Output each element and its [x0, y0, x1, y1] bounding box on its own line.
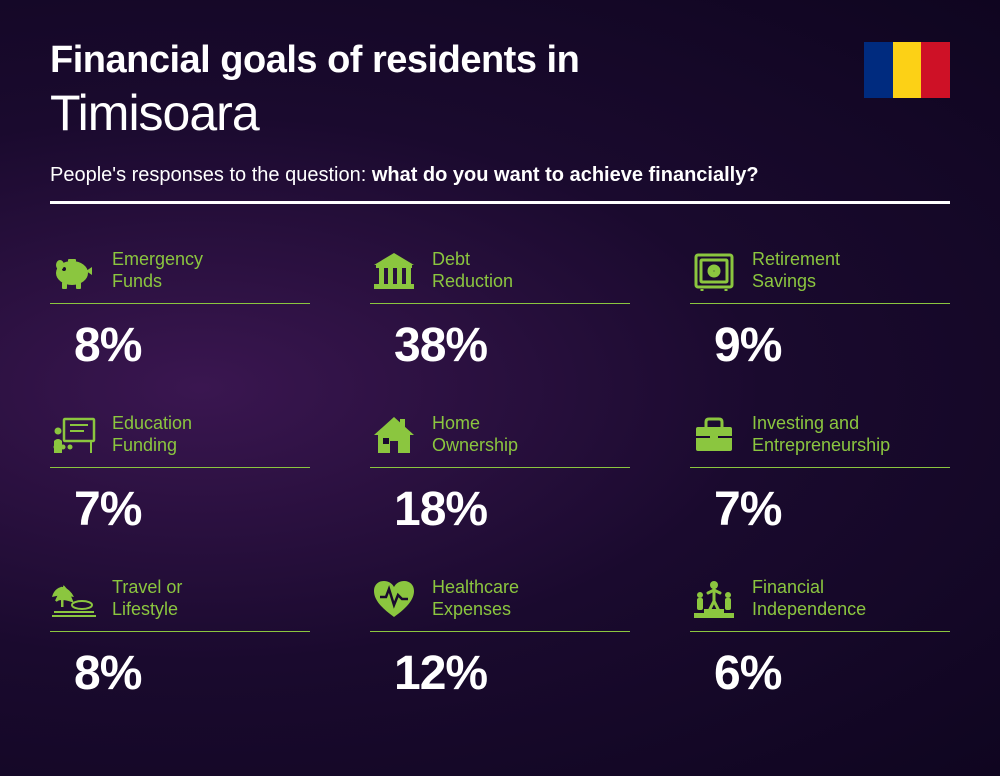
goal-label: HomeOwnership — [432, 413, 518, 456]
goal-percentage: 18% — [394, 482, 630, 537]
goal-label-line1: Investing and — [752, 413, 890, 435]
goal-underline — [690, 467, 950, 468]
title-line-1: Financial goals of residents in — [50, 40, 950, 82]
goal-label-line2: Reduction — [432, 271, 513, 293]
goal-item-header: Investing andEntrepreneurship — [690, 413, 950, 467]
goal-label-line2: Entrepreneurship — [752, 435, 890, 457]
goal-item: FinancialIndependence 6% — [690, 577, 950, 701]
goal-underline — [370, 303, 630, 304]
goal-item: EmergencyFunds 8% — [50, 249, 310, 373]
house-icon — [370, 413, 418, 457]
goal-item: HomeOwnership 18% — [370, 413, 630, 537]
goal-label-line1: Emergency — [112, 249, 203, 271]
healthcare-icon — [370, 577, 418, 621]
goal-percentage: 6% — [714, 646, 950, 701]
goal-percentage: 8% — [74, 646, 310, 701]
goal-underline — [50, 467, 310, 468]
goal-label: DebtReduction — [432, 249, 513, 292]
romania-flag — [864, 42, 950, 98]
goal-percentage: 12% — [394, 646, 630, 701]
travel-icon — [50, 577, 98, 621]
goal-percentage: 8% — [74, 318, 310, 373]
goal-item-header: DebtReduction — [370, 249, 630, 303]
subtitle: People's responses to the question: what… — [50, 164, 950, 187]
goal-label-line2: Ownership — [432, 435, 518, 457]
subtitle-prefix: People's responses to the question: — [50, 164, 372, 186]
goal-underline — [370, 467, 630, 468]
flag-stripe-blue — [864, 42, 893, 98]
goal-item-header: FinancialIndependence — [690, 577, 950, 631]
goal-label: HealthcareExpenses — [432, 577, 519, 620]
goal-label-line1: Retirement — [752, 249, 840, 271]
goal-label: Travel orLifestyle — [112, 577, 182, 620]
goal-label-line2: Funding — [112, 435, 192, 457]
goals-grid: EmergencyFunds 8% DebtReduction 38% Retireme… — [50, 249, 950, 701]
goal-label-line1: Education — [112, 413, 192, 435]
goal-label-line1: Travel or — [112, 577, 182, 599]
goal-underline — [690, 303, 950, 304]
goal-label-line2: Savings — [752, 271, 840, 293]
goal-item-header: RetirementSavings — [690, 249, 950, 303]
goal-label-line2: Independence — [752, 599, 866, 621]
goal-label: RetirementSavings — [752, 249, 840, 292]
goal-underline — [370, 631, 630, 632]
goal-item: EducationFunding 7% — [50, 413, 310, 537]
goal-percentage: 7% — [714, 482, 950, 537]
subtitle-question: what do you want to achieve financially? — [372, 164, 759, 186]
flag-stripe-yellow — [893, 42, 922, 98]
independence-icon — [690, 577, 738, 621]
briefcase-icon — [690, 413, 738, 457]
goal-label-line1: Home — [432, 413, 518, 435]
header-divider — [50, 201, 950, 204]
goal-item-header: EmergencyFunds — [50, 249, 310, 303]
goal-percentage: 9% — [714, 318, 950, 373]
goal-item-header: HealthcareExpenses — [370, 577, 630, 631]
goal-label-line2: Lifestyle — [112, 599, 182, 621]
piggy-bank-icon — [50, 249, 98, 293]
goal-item: Investing andEntrepreneurship 7% — [690, 413, 950, 537]
goal-underline — [50, 631, 310, 632]
goal-item: Travel orLifestyle 8% — [50, 577, 310, 701]
title-line-2: Timisoara — [50, 84, 950, 142]
goal-label-line1: Debt — [432, 249, 513, 271]
goal-item-header: EducationFunding — [50, 413, 310, 467]
goal-label: FinancialIndependence — [752, 577, 866, 620]
header: Financial goals of residents in Timisoar… — [50, 40, 950, 204]
goal-underline — [50, 303, 310, 304]
goal-label-line2: Expenses — [432, 599, 519, 621]
goal-label: EmergencyFunds — [112, 249, 203, 292]
goal-percentage: 38% — [394, 318, 630, 373]
goal-label: EducationFunding — [112, 413, 192, 456]
bank-icon — [370, 249, 418, 293]
goal-label: Investing andEntrepreneurship — [752, 413, 890, 456]
goal-item: DebtReduction 38% — [370, 249, 630, 373]
goal-item-header: Travel orLifestyle — [50, 577, 310, 631]
goal-label-line1: Healthcare — [432, 577, 519, 599]
goal-item: RetirementSavings 9% — [690, 249, 950, 373]
goal-percentage: 7% — [74, 482, 310, 537]
goal-label-line2: Funds — [112, 271, 203, 293]
goal-label-line1: Financial — [752, 577, 866, 599]
safe-icon — [690, 249, 738, 293]
goal-item-header: HomeOwnership — [370, 413, 630, 467]
goal-item: HealthcareExpenses 12% — [370, 577, 630, 701]
goal-underline — [690, 631, 950, 632]
education-icon — [50, 413, 98, 457]
flag-stripe-red — [921, 42, 950, 98]
